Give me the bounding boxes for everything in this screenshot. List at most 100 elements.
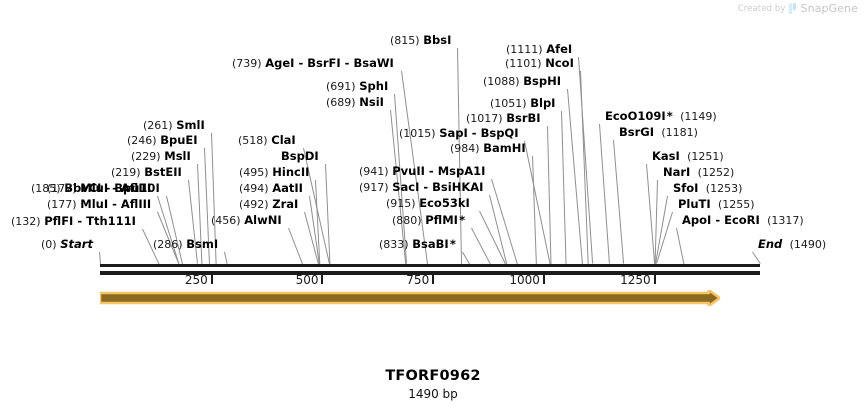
enzyme-separator: - bbox=[419, 180, 433, 194]
leader-line bbox=[188, 179, 199, 265]
enzyme-label[interactable]: (219) BstEII bbox=[111, 166, 182, 180]
enzyme-label[interactable]: (261) SmlI bbox=[143, 119, 205, 133]
enzyme-label[interactable]: End (1490) bbox=[758, 238, 827, 252]
enzyme-name: BspDI bbox=[281, 149, 319, 163]
enzyme-separator: - bbox=[101, 181, 115, 195]
site-position: (185) bbox=[31, 182, 61, 195]
title-block: TFORF0962 1490 bp bbox=[0, 368, 866, 401]
enzyme-label[interactable]: (739) AgeI - BsrFI - BsaWI bbox=[232, 56, 394, 71]
enzyme-name: SacI bbox=[392, 180, 420, 194]
enzyme-label[interactable]: (833) BsaBI * bbox=[379, 238, 456, 252]
ruler-tick bbox=[653, 273, 656, 284]
enzyme-label[interactable]: (495) HincII bbox=[239, 166, 309, 180]
enzyme-name: AlwNI bbox=[244, 213, 282, 227]
site-position: (1017) bbox=[466, 112, 503, 125]
site-position: (691) bbox=[326, 80, 356, 93]
enzyme-label[interactable]: (492) ZraI bbox=[239, 197, 299, 212]
site-position: (518) bbox=[238, 134, 268, 147]
enzyme-label[interactable]: (1051) BlpI bbox=[490, 96, 556, 111]
enzyme-label[interactable]: (518) ClaI bbox=[238, 133, 296, 148]
ruler-tick-label: 1000 bbox=[509, 273, 540, 287]
sequence-backbone-upper bbox=[100, 264, 760, 267]
orf-arrow bbox=[99, 288, 722, 308]
enzyme-label[interactable]: (984) BamHI bbox=[450, 142, 526, 156]
enzyme-name: ZraI bbox=[272, 197, 299, 211]
enzyme-label[interactable]: (229) MslI bbox=[131, 150, 191, 164]
enzyme-name: BsrFI bbox=[307, 56, 341, 70]
site-position: (1490) bbox=[789, 238, 827, 251]
enzyme-name: ClaI bbox=[271, 133, 296, 147]
enzyme-label[interactable]: (915) Eco53kI bbox=[386, 197, 470, 211]
site-position: (1251) bbox=[687, 150, 724, 163]
enzyme-name: BlpI bbox=[530, 96, 556, 110]
snapgene-logo-icon bbox=[789, 3, 796, 14]
enzyme-name: NarI bbox=[663, 165, 691, 179]
enzyme-label[interactable]: PluTI (1255) bbox=[678, 198, 755, 212]
enzyme-name: AflIII bbox=[120, 197, 152, 211]
enzyme-separator: - bbox=[424, 164, 438, 178]
enzyme-label[interactable]: (1017) BsrBI bbox=[466, 112, 541, 126]
enzyme-label[interactable]: NarI (1252) bbox=[663, 165, 734, 180]
enzyme-label[interactable]: (1101) NcoI bbox=[505, 57, 574, 71]
enzyme-label[interactable]: (880) PflMI * bbox=[392, 214, 465, 228]
enzyme-label[interactable]: (815) BbsI bbox=[390, 34, 451, 48]
enzyme-separator: - bbox=[467, 126, 481, 140]
enzyme-label[interactable]: (917) SacI - BsiHKAI bbox=[359, 180, 483, 195]
enzyme-label[interactable]: EcoO109I * (1149) bbox=[605, 109, 717, 124]
enzyme-label[interactable]: (177) MluI - AflIII bbox=[47, 197, 152, 212]
enzyme-name: EcoO109I bbox=[605, 109, 666, 123]
enzyme-separator: - bbox=[73, 214, 87, 228]
enzyme-label[interactable]: SfoI (1253) bbox=[673, 181, 742, 196]
ruler-tick-label: 250 bbox=[184, 273, 208, 287]
site-position: (177) bbox=[47, 198, 77, 211]
sequence-backbone-lower bbox=[100, 271, 760, 275]
leader-line bbox=[752, 251, 761, 265]
snapgene-watermark: Created by SnapGene bbox=[738, 2, 858, 15]
leader-line bbox=[288, 227, 303, 265]
enzyme-name: BsaWI bbox=[353, 56, 394, 70]
enzyme-label[interactable]: (185) BbvCI - Bpu10I bbox=[31, 181, 160, 196]
enzyme-name: AflIII bbox=[120, 181, 152, 195]
enzyme-label[interactable]: (689) NsiI bbox=[326, 96, 384, 110]
site-position: (286) bbox=[153, 238, 183, 251]
enzyme-name: BbvCI bbox=[64, 181, 102, 195]
site-position: (246) bbox=[127, 134, 157, 147]
enzyme-name: SfoI bbox=[673, 181, 699, 195]
enzyme-label[interactable]: BsrGI (1181) bbox=[619, 125, 698, 140]
enzyme-label[interactable]: KasI (1251) bbox=[652, 150, 724, 164]
site-position: (495) bbox=[239, 166, 269, 179]
site-position: (1015) bbox=[399, 127, 436, 140]
site-position: (1149) bbox=[680, 110, 717, 123]
enzyme-label[interactable]: (494) AatII bbox=[239, 182, 303, 196]
enzyme-name: Start bbox=[60, 237, 93, 251]
site-position: (984) bbox=[450, 142, 480, 155]
site-position: (833) bbox=[379, 238, 409, 251]
enzyme-label[interactable]: (1015) SapI - BspQI bbox=[399, 126, 518, 141]
enzyme-label[interactable]: (1111) AfeI bbox=[506, 43, 572, 57]
enzyme-label[interactable]: (286) BsmI bbox=[153, 238, 218, 252]
site-position: (689) bbox=[326, 96, 356, 109]
enzyme-label[interactable]: (177) MluI - AflIII bbox=[47, 181, 152, 196]
leader-line bbox=[580, 70, 589, 265]
enzyme-label[interactable]: (1088) BspHI bbox=[483, 75, 561, 89]
enzyme-label[interactable]: (246) BpuEI bbox=[127, 133, 198, 148]
leader-line bbox=[567, 88, 583, 265]
leader-line bbox=[646, 163, 656, 265]
enzyme-label[interactable]: (691) SphI bbox=[326, 80, 388, 94]
watermark-brand-text: SnapGene bbox=[800, 2, 858, 15]
enzyme-separator: - bbox=[711, 213, 725, 227]
ruler-tick-label: 750 bbox=[406, 273, 430, 287]
enzyme-name: BpuEI bbox=[160, 133, 198, 147]
enzyme-label[interactable]: (132) PflFI - Tth111I bbox=[11, 214, 136, 229]
enzyme-label[interactable]: (456) AlwNI bbox=[211, 213, 282, 228]
leader-line bbox=[471, 227, 491, 265]
site-position: (0) bbox=[41, 238, 57, 251]
enzyme-label[interactable]: (941) PvuII - MspA1I bbox=[359, 164, 485, 179]
enzyme-label[interactable]: BspDI bbox=[281, 150, 319, 163]
site-position: (261) bbox=[143, 119, 173, 132]
enzyme-label[interactable]: (0) Start bbox=[41, 237, 93, 252]
enzyme-name: PflFI bbox=[44, 214, 74, 228]
enzyme-label[interactable]: ApoI - EcoRI (1317) bbox=[682, 213, 804, 228]
enzyme-name: BsrGI bbox=[619, 125, 654, 139]
